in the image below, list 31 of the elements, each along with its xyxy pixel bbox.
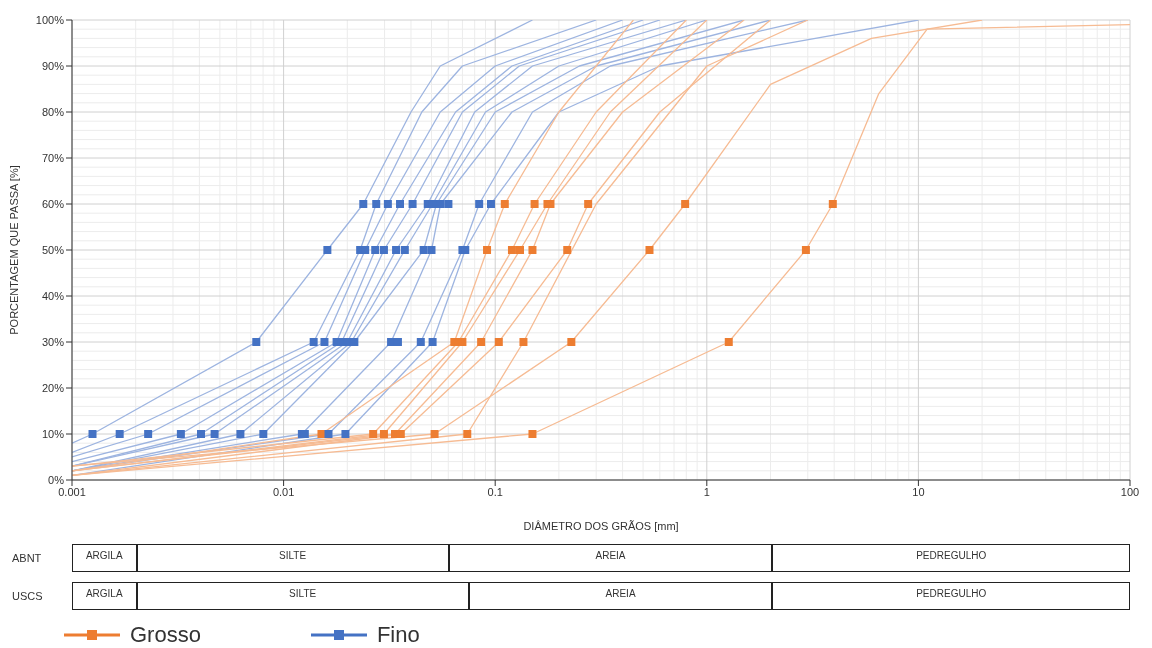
text: ARGILA [72, 544, 137, 572]
text: AREIA [448, 544, 773, 572]
text: SILTE [136, 544, 449, 572]
y-tick-label: 100% [35, 13, 65, 26]
y-tick-label: 70% [41, 151, 65, 164]
y-tick-label: 20% [41, 381, 65, 394]
legend-label: Fino [376, 622, 420, 648]
x-axis-title: DIÂMETRO DOS GRÃOS [mm] [523, 520, 679, 532]
y-tick-label: 50% [41, 243, 65, 256]
y-tick-label: 60% [41, 197, 65, 210]
x-tick-label: 1 [703, 485, 710, 498]
text: PEDREGULHO [772, 544, 1130, 572]
y-tick-label: 90% [41, 59, 65, 72]
text: ABNT [12, 552, 42, 564]
text: ARGILA [72, 582, 137, 610]
text: AREIA [468, 582, 773, 610]
y-tick-label: 80% [41, 105, 65, 118]
x-tick-label: 0.1 [487, 485, 503, 498]
text: PEDREGULHO [772, 582, 1130, 610]
y-tick-label: 0% [48, 473, 65, 486]
y-tick-label: 30% [41, 335, 65, 348]
legend-label: Grosso [130, 622, 201, 648]
text: SILTE [136, 582, 469, 610]
x-tick-label: 10 [912, 485, 925, 498]
text: USCS [12, 590, 43, 602]
x-tick-label: 100 [1120, 485, 1140, 498]
y-tick-label: 10% [41, 427, 65, 440]
y-axis-title: PORCENTAGEM QUE PASSA [%] [7, 165, 20, 335]
x-tick-label: 0.001 [58, 485, 86, 498]
x-tick-label: 0.01 [272, 485, 295, 498]
y-tick-label: 40% [41, 289, 65, 302]
